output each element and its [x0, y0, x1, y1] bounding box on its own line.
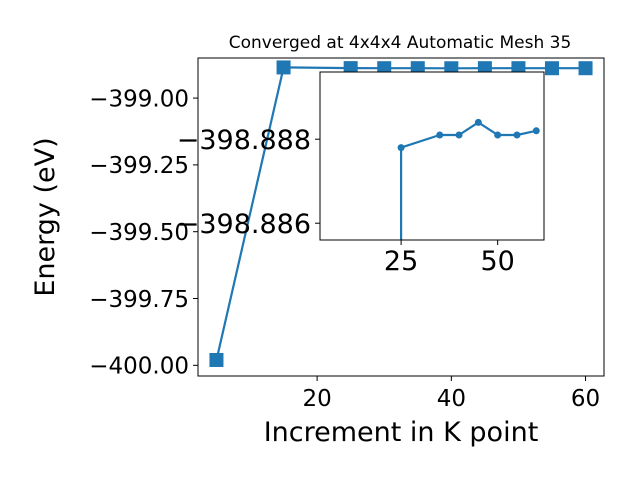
- y-axis-label: Energy (eV): [30, 137, 61, 296]
- inset-x-tick-label: 50: [480, 246, 514, 277]
- inset-x-tick-label: 25: [384, 246, 418, 277]
- inset-data-point: [474, 118, 482, 126]
- main-y-axis-ticks: −400.00 −399.75 −399.50 −399.25 −399.00: [89, 86, 198, 380]
- main-data-point: [276, 60, 291, 75]
- inset-axes-frame: [319, 71, 545, 241]
- inset-data-point: [513, 131, 521, 139]
- inset-y-tick-label: −398.886: [177, 209, 311, 240]
- main-axes-frame: [197, 57, 605, 377]
- main-x-tick-label: 20: [302, 386, 331, 412]
- inset-data-point: [532, 127, 540, 135]
- inset-y-axis-ticks: −398.888 −398.886: [177, 125, 320, 240]
- main-y-tick-label: −399.00: [89, 86, 189, 112]
- main-x-tick-label: 40: [437, 386, 466, 412]
- x-axis-label: Increment in K point: [264, 417, 539, 448]
- main-x-tick-label: 60: [571, 386, 600, 412]
- main-series-line: [215, 66, 586, 361]
- inset-data-point: [436, 131, 444, 139]
- main-data-point: [544, 61, 559, 76]
- inset-data-point: [494, 131, 502, 139]
- main-y-tick-label: −399.25: [89, 153, 189, 179]
- inset-x-axis-ticks: 25 50: [384, 240, 515, 277]
- inset-data-point: [397, 144, 405, 152]
- main-y-tick-label: −399.75: [89, 287, 189, 313]
- inset-background: [320, 72, 544, 240]
- inset-chart: 25 50 −398.888 −398.886: [177, 71, 545, 277]
- inset-series-clipped: [397, 118, 540, 240]
- inset-y-tick-label: −398.888: [177, 125, 311, 156]
- main-y-tick-label: −400.00: [89, 354, 189, 380]
- main-chart: Converged at 4x4x4 Automatic Mesh 35 20 4…: [30, 33, 605, 448]
- main-data-point: [209, 352, 224, 367]
- main-y-tick-label: −399.50: [89, 220, 189, 246]
- inset-data-point: [455, 131, 463, 139]
- chart-title: Converged at 4x4x4 Automatic Mesh 35: [229, 33, 572, 53]
- main-data-point: [578, 61, 593, 76]
- inset-series: [397, 118, 540, 240]
- main-x-axis-ticks: 20 40 60: [302, 376, 600, 412]
